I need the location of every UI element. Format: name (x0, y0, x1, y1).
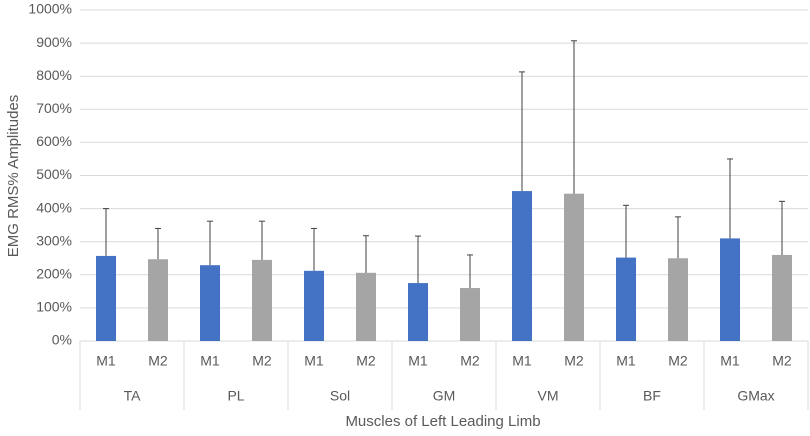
error-bar (207, 220, 213, 266)
bar (616, 257, 636, 341)
x-tick-label: M2 (460, 353, 480, 369)
bar (772, 254, 792, 341)
error-bar (103, 208, 109, 256)
error-bar (519, 71, 525, 192)
x-tick-label: M1 (720, 353, 740, 369)
x-tick-label: M2 (356, 353, 376, 369)
x-axis-title: Muscles of Left Leading Limb (345, 413, 540, 430)
error-bar (259, 220, 265, 260)
error-bar (675, 216, 681, 259)
group-label: VM (538, 388, 559, 404)
bar (668, 258, 688, 341)
error-bar (467, 254, 473, 289)
group-label: BF (643, 388, 661, 404)
y-tick-label: 600% (36, 133, 72, 149)
y-tick-label: 300% (36, 232, 72, 248)
group-label: TA (124, 388, 142, 404)
y-tick-label: 100% (36, 299, 72, 315)
bar (408, 283, 428, 341)
x-tick-label: M2 (148, 353, 168, 369)
bar (200, 265, 220, 341)
group-label: GM (433, 388, 456, 404)
bar (356, 272, 376, 341)
y-tick-label: 400% (36, 199, 72, 215)
x-tick-label: M1 (304, 353, 324, 369)
error-bar (155, 227, 161, 260)
y-tick-label: 900% (36, 34, 72, 50)
x-tick-label: M2 (772, 353, 792, 369)
bar (252, 259, 272, 341)
error-bar (311, 227, 317, 271)
x-tick-label: M1 (616, 353, 636, 369)
y-tick-label: 0% (52, 332, 72, 348)
error-bar (779, 200, 785, 255)
bar (460, 288, 480, 341)
bar (148, 259, 168, 341)
x-tick-label: M2 (252, 353, 272, 369)
x-tick-label: M2 (668, 353, 688, 369)
error-bar (363, 235, 369, 273)
x-tick-label: M1 (96, 353, 116, 369)
y-tick-label: 1000% (28, 1, 72, 17)
x-tick-label: M1 (512, 353, 532, 369)
x-tick-label: M2 (564, 353, 584, 369)
y-tick-label: 800% (36, 67, 72, 83)
y-tick-label: 700% (36, 100, 72, 116)
error-bar (415, 235, 421, 284)
bar (96, 255, 116, 341)
bar (564, 193, 584, 341)
bar (512, 191, 532, 341)
error-bar (727, 158, 733, 239)
error-bar (623, 204, 629, 258)
x-tick-label: M1 (408, 353, 428, 369)
error-bar (571, 40, 577, 194)
group-label: Sol (330, 388, 350, 404)
bar (304, 270, 324, 341)
y-tick-label: 500% (36, 166, 72, 182)
x-tick-label: M1 (200, 353, 220, 369)
group-label: PL (227, 388, 244, 404)
group-label: GMax (737, 388, 774, 404)
y-axis-title: EMG RMS% Amplitudes (5, 95, 22, 258)
bar (720, 238, 740, 341)
y-tick-label: 200% (36, 266, 72, 282)
